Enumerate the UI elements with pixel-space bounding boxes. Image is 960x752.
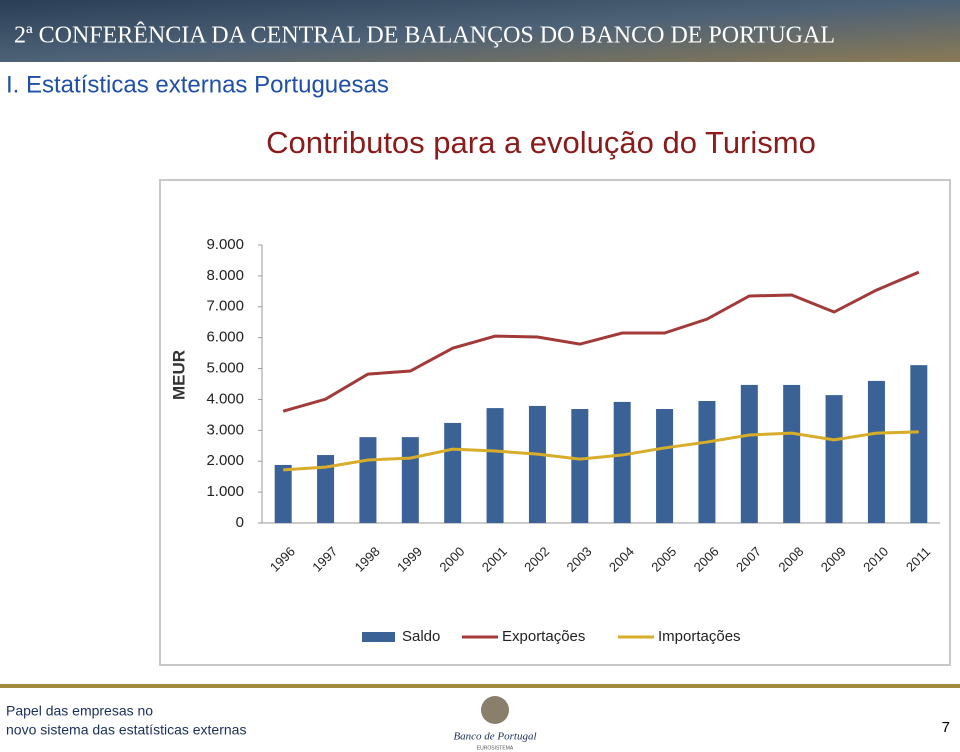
bar — [317, 455, 335, 523]
chart-title: Contributos para a evolução do Turismo — [266, 125, 816, 160]
bar — [486, 408, 504, 523]
line — [282, 270, 920, 413]
y-tick-label: 1.000 — [206, 483, 244, 500]
footer-text: Papel das empresas no — [6, 703, 153, 719]
bar — [274, 464, 292, 523]
logo-text: Banco de Portugal — [453, 731, 536, 743]
bar — [359, 437, 377, 523]
legend-swatch — [362, 632, 395, 642]
footer-rule — [0, 684, 960, 688]
logo-emblem — [481, 696, 509, 724]
bar — [444, 422, 462, 523]
y-tick-label: 2.000 — [206, 452, 244, 469]
bar — [571, 409, 589, 523]
bar — [740, 384, 758, 523]
y-tick-label: 8.000 — [206, 267, 244, 284]
banner — [0, 0, 960, 62]
y-tick-label: 3.000 — [206, 421, 244, 438]
y-tick-label: 0 — [236, 514, 244, 531]
bar — [783, 384, 801, 523]
y-tick-label: 9.000 — [206, 236, 244, 253]
chart-frame — [159, 179, 951, 666]
legend-label: Exportações — [502, 628, 585, 645]
bar — [698, 400, 716, 523]
bar — [401, 437, 419, 523]
footer-text: novo sistema das estatísticas externas — [6, 722, 246, 738]
page-number: 7 — [942, 719, 950, 736]
bar — [613, 401, 631, 523]
bar — [867, 380, 885, 523]
y-tick-label: 5.000 — [206, 360, 244, 377]
legend-label: Importações — [658, 628, 741, 645]
bar — [656, 409, 674, 523]
banner-text: 2ª CONFERÊNCIA DA CENTRAL DE BALANÇOS DO… — [14, 23, 835, 49]
y-tick-label: 6.000 — [206, 329, 244, 346]
line — [283, 430, 919, 472]
logo-subtext: EUROSISTEMA — [477, 745, 514, 751]
bar — [528, 405, 546, 523]
legend-label: Saldo — [402, 628, 440, 645]
y-axis-label: MEUR — [169, 350, 188, 400]
section-title: I. Estatísticas externas Portuguesas — [6, 71, 389, 98]
y-tick-label: 4.000 — [206, 390, 244, 407]
y-tick-label: 7.000 — [206, 298, 244, 315]
bar — [825, 395, 843, 523]
bar — [910, 365, 928, 523]
